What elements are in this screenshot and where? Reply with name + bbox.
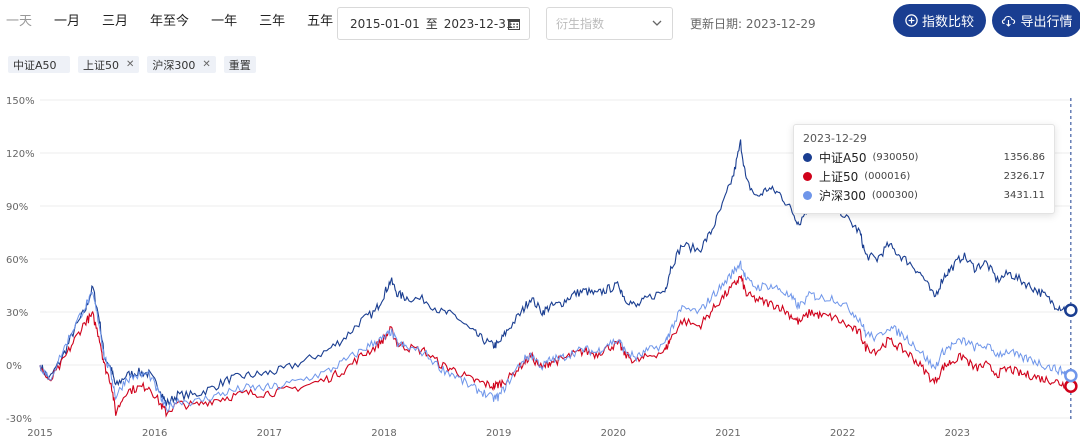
tooltip-series-value: 2326.17	[1003, 171, 1045, 182]
y-tick-label: 0%	[6, 361, 22, 372]
series-line-sz50	[39, 274, 1072, 418]
derived-index-placeholder: 衍生指数	[556, 17, 605, 31]
reset-chip[interactable]: 重置	[223, 56, 256, 73]
date-end[interactable]: 2023-12-31	[443, 16, 514, 31]
tooltip-date: 2023-12-29	[803, 132, 867, 145]
tooltip-series-code: (000300)	[871, 190, 918, 201]
tooltip-series-name: 上证50	[819, 170, 859, 184]
y-tick-label: 150%	[6, 96, 35, 107]
end-marker-a50	[1064, 303, 1078, 317]
y-tick-label: 60%	[6, 255, 28, 266]
series-dot	[803, 153, 812, 162]
series-dot	[803, 191, 812, 200]
close-icon[interactable]: ✕	[202, 59, 211, 70]
chip-hs300[interactable]: 沪深300 ✕	[147, 56, 216, 73]
range-tab-3y[interactable]: 三年	[259, 14, 286, 29]
x-tick-label: 2020	[601, 428, 626, 439]
x-tick-label: 2022	[830, 428, 855, 439]
y-tick-label: 90%	[6, 202, 28, 213]
chip-a50[interactable]: 中证A50	[8, 56, 70, 73]
end-marker-hs300	[1064, 368, 1078, 383]
tooltip-row-hs300: 沪深300 (000300) 3431.11	[803, 186, 1045, 205]
tooltip-series-code: (930050)	[872, 152, 919, 163]
export-quotes-button[interactable]: 导出行情	[992, 4, 1080, 37]
tooltip-row-a50: 中证A50 (930050) 1356.86	[803, 148, 1045, 167]
plus-circle-icon	[905, 14, 918, 27]
range-tab-5y[interactable]: 五年	[307, 14, 334, 29]
reset-label: 重置	[228, 58, 251, 72]
x-tick-label: 2015	[27, 428, 52, 439]
x-tick-label: 2021	[715, 428, 740, 439]
date-start[interactable]: 2015-01-01	[350, 16, 420, 31]
tooltip-series-value: 3431.11	[1003, 190, 1045, 201]
chevron-down-icon	[652, 20, 662, 26]
index-compare-button[interactable]: 指数比较	[893, 4, 986, 37]
range-tab-3m[interactable]: 三月	[102, 14, 129, 29]
range-tab-1y[interactable]: 一年	[211, 14, 238, 29]
series-dot	[803, 172, 812, 181]
date-range-picker[interactable]: 2015-01-01 至 2023-12-31	[337, 7, 530, 40]
chip-label: 沪深300	[152, 58, 196, 72]
y-tick-label: 30%	[6, 308, 28, 319]
range-tabs: 一天 一月 三月 年至今 一年 三年 五年	[6, 14, 355, 30]
selected-index-chips: 中证A50 上证50 ✕ 沪深300 ✕ 重置	[8, 56, 264, 73]
chart-tooltip: 2023-12-29 中证A50 (930050) 1356.86 上证50 (…	[793, 124, 1055, 214]
y-tick-label: 120%	[6, 149, 35, 160]
chip-sz50[interactable]: 上证50 ✕	[78, 56, 140, 73]
tooltip-series-name: 沪深300	[819, 189, 866, 203]
performance-chart[interactable]: 150% 120% 90% 60% 30% 0% -30% 2015 2016 2017 2018 2…	[0, 88, 1080, 443]
tooltip-series-name: 中证A50	[819, 151, 867, 165]
derived-index-select[interactable]: 衍生指数	[546, 7, 673, 40]
calendar-icon[interactable]	[508, 18, 520, 30]
cloud-download-icon	[1002, 15, 1016, 27]
x-tick-label: 2017	[257, 428, 282, 439]
x-tick-label: 2023	[945, 428, 970, 439]
close-icon[interactable]: ✕	[126, 59, 135, 70]
range-tab-ytd[interactable]: 年至今	[150, 14, 190, 29]
chip-label: 上证50	[83, 58, 119, 72]
x-tick-label: 2018	[371, 428, 396, 439]
y-tick-label: -30%	[6, 414, 32, 425]
chip-label: 中证A50	[13, 58, 57, 72]
index-compare-label: 指数比较	[921, 15, 974, 30]
tooltip-row-sz50: 上证50 (000016) 2326.17	[803, 167, 1045, 186]
tooltip-series-code: (000016)	[864, 171, 911, 182]
x-tick-label: 2019	[486, 428, 511, 439]
update-date: 更新日期: 2023-12-29	[690, 17, 816, 31]
series-line-a50	[39, 139, 1072, 407]
range-tab-1d[interactable]: 一天	[6, 14, 33, 29]
toolbar: 一天 一月 三月 年至今 一年 三年 五年 2015-01-01 至 2023-…	[0, 0, 1080, 46]
date-separator: 至	[425, 17, 438, 31]
range-tab-1m[interactable]: 一月	[54, 14, 81, 29]
x-tick-label: 2016	[142, 428, 167, 439]
tooltip-series-value: 1356.86	[1003, 152, 1045, 163]
export-quotes-label: 导出行情	[1020, 15, 1073, 30]
series-line-hs300	[39, 260, 1072, 413]
